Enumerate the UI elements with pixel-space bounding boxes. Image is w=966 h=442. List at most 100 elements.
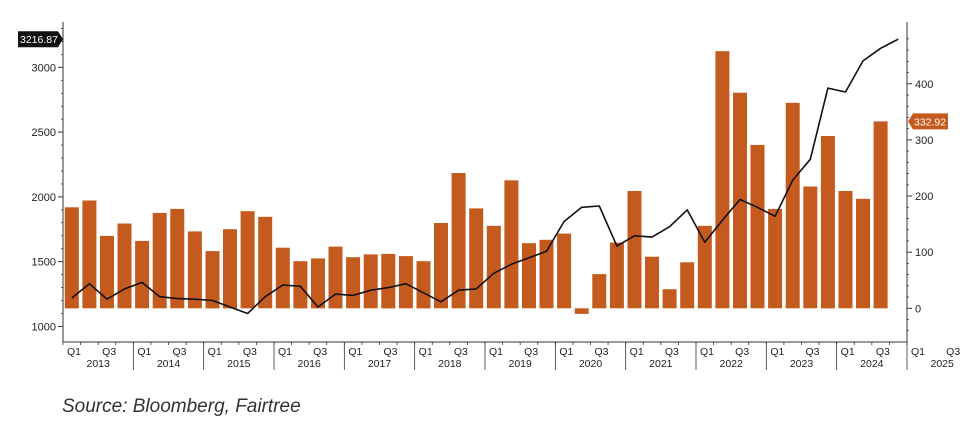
bar	[609, 242, 624, 309]
right-tick-label: 400	[915, 79, 933, 91]
quarter-tick-label: Q3	[384, 346, 398, 358]
bar	[346, 257, 361, 309]
bar	[873, 121, 888, 309]
year-tick-label: 2024	[860, 358, 884, 370]
bar	[504, 180, 519, 309]
quarter-tick-label: Q3	[102, 346, 116, 358]
year-tick-label: 2016	[297, 358, 321, 370]
right-tick-label: 300	[915, 135, 933, 147]
year-tick-label: 2025	[930, 358, 954, 370]
bar	[311, 258, 325, 309]
year-tick-label: 2014	[157, 358, 181, 370]
quarter-tick-label: Q3	[806, 346, 820, 358]
year-tick-label: 2015	[227, 358, 251, 370]
bar	[750, 144, 765, 309]
year-tick-label: 2022	[719, 358, 743, 370]
year-tick-label: 2020	[579, 358, 603, 370]
bar	[856, 198, 870, 309]
quarter-tick-label: Q1	[489, 346, 503, 358]
bar	[539, 239, 554, 309]
bar	[838, 191, 853, 309]
quarter-tick-label: Q1	[700, 346, 714, 358]
bar	[680, 262, 695, 309]
quarter-tick-label: Q1	[911, 346, 925, 358]
left-tick-label: 1500	[32, 257, 56, 269]
year-tick-label: 2017	[368, 358, 392, 370]
left-tick-label: 1000	[32, 321, 56, 333]
bar	[416, 261, 431, 309]
quarter-tick-label: Q3	[313, 346, 327, 358]
quarter-tick-label: Q3	[454, 346, 468, 358]
quarter-tick-label: Q3	[595, 346, 609, 358]
bar	[469, 208, 484, 309]
quarter-tick-label: Q1	[841, 346, 855, 358]
quarter-tick-label: Q1	[67, 346, 81, 358]
bar	[100, 235, 114, 309]
quarter-tick-label: Q1	[348, 346, 362, 358]
bar	[803, 186, 818, 309]
bar	[697, 225, 712, 309]
quarter-tick-label: Q1	[559, 346, 573, 358]
bar	[820, 136, 835, 309]
quarter-tick-label: Q1	[770, 346, 784, 358]
left-tick-label: 2000	[32, 192, 56, 204]
quarter-tick-label: Q3	[665, 346, 679, 358]
bar	[275, 247, 290, 309]
bar	[768, 208, 783, 309]
right-tick-label: 100	[915, 247, 933, 259]
bar	[398, 256, 413, 309]
quarter-tick-label: Q1	[419, 346, 433, 358]
bar	[240, 211, 255, 309]
quarter-tick-label: Q1	[278, 346, 292, 358]
bar	[152, 212, 167, 309]
last-value-right: 332.92	[914, 116, 946, 128]
bar	[135, 240, 150, 309]
bar	[715, 51, 730, 309]
bar	[381, 253, 396, 309]
bar	[223, 229, 237, 309]
left-tick-label: 3000	[32, 62, 56, 74]
bar	[434, 223, 448, 309]
quarter-tick-label: Q3	[876, 346, 890, 358]
bar	[293, 261, 308, 309]
right-tick-label: 0	[915, 303, 921, 315]
bar	[117, 223, 132, 309]
bar	[785, 102, 800, 309]
year-tick-label: 2021	[649, 358, 673, 370]
bar	[662, 289, 677, 309]
quarter-tick-label: Q1	[208, 346, 222, 358]
left-tick-label: 2500	[32, 127, 56, 139]
quarter-tick-label: Q3	[173, 346, 187, 358]
right-tick-label: 200	[915, 191, 933, 203]
quarter-tick-label: Q1	[630, 346, 644, 358]
quarter-tick-label: Q3	[735, 346, 749, 358]
source-caption: Source: Bloomberg, Fairtree	[62, 396, 301, 417]
quarter-tick-label: Q1	[137, 346, 151, 358]
bar	[170, 208, 185, 309]
last-value-tag-left	[18, 31, 63, 48]
bar	[205, 251, 220, 309]
quarter-tick-label: Q3	[946, 346, 960, 358]
bar	[486, 225, 501, 309]
bar	[574, 308, 589, 314]
bar	[187, 231, 202, 309]
bar	[328, 246, 343, 309]
bar	[592, 274, 607, 309]
bar	[557, 233, 572, 309]
bar	[258, 216, 273, 309]
bar	[522, 243, 536, 309]
bar	[82, 200, 97, 309]
last-value-left: 3216.87	[20, 34, 58, 46]
year-tick-label: 2018	[438, 358, 462, 370]
year-tick-label: 2023	[790, 358, 814, 370]
bar	[627, 191, 642, 309]
bar	[363, 254, 378, 309]
quarter-tick-label: Q3	[243, 346, 257, 358]
bar	[64, 207, 79, 309]
bar	[451, 173, 466, 309]
bar	[645, 256, 659, 309]
last-value-tag-right	[908, 113, 948, 130]
quarter-tick-label: Q3	[524, 346, 538, 358]
year-tick-label: 2013	[86, 358, 110, 370]
